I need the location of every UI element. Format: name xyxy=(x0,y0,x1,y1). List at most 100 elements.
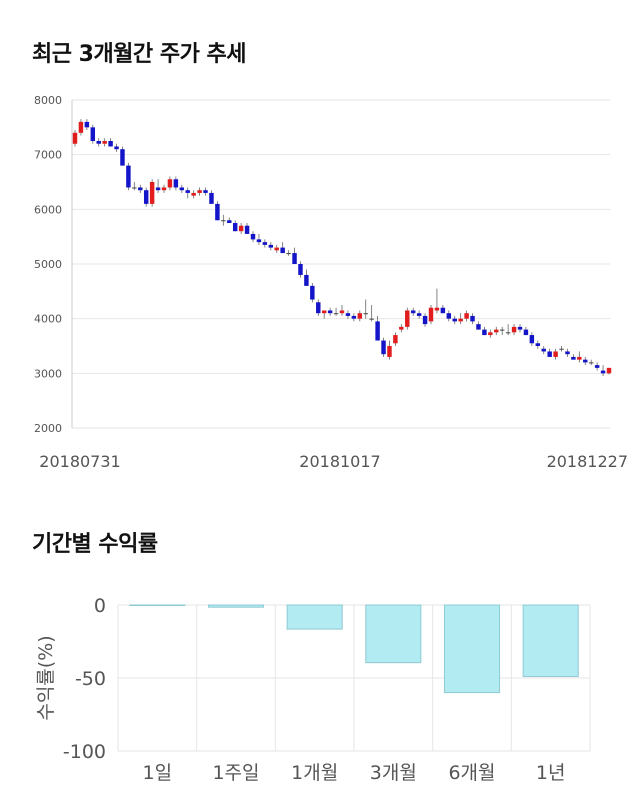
candle xyxy=(280,242,285,254)
candle xyxy=(268,242,274,251)
x-tick-label: 20181227 xyxy=(547,452,628,471)
candle xyxy=(161,184,167,193)
candle xyxy=(523,326,529,336)
candle xyxy=(351,313,357,322)
candle xyxy=(203,187,208,196)
candle xyxy=(446,310,452,322)
candle xyxy=(274,244,279,254)
candle xyxy=(84,119,90,131)
y-tick-label: -50 xyxy=(75,668,106,690)
candle xyxy=(90,124,96,144)
returns-chart-title: 기간별 수익률 xyxy=(32,532,158,557)
x-tick-label: 1일 xyxy=(143,762,173,784)
candle xyxy=(583,356,588,366)
candle xyxy=(227,217,232,223)
candle xyxy=(381,337,386,357)
candle xyxy=(209,190,214,204)
candle xyxy=(132,182,137,191)
candle xyxy=(126,162,131,191)
candle xyxy=(333,307,339,316)
candle xyxy=(452,315,457,325)
price-candlestick-chart: 8000 7000 6000 5000 4000 3000 2000 20180731 201… xyxy=(34,94,628,471)
candle xyxy=(256,233,262,245)
candle xyxy=(339,305,345,316)
candle xyxy=(494,326,499,336)
returns-chart-grid xyxy=(117,604,591,752)
candle xyxy=(345,310,351,319)
y-tick-label: 5000 xyxy=(34,258,62,271)
candle xyxy=(577,351,582,363)
y-tick-label: 7000 xyxy=(34,149,62,162)
y-tick-label: 8000 xyxy=(34,94,62,107)
candle xyxy=(440,305,446,314)
candle xyxy=(298,261,303,278)
returns-chart-x-tick-labels: 1일 1주일 1개월 3개월 6개월 1년 xyxy=(143,762,566,784)
candle xyxy=(588,359,594,366)
y-tick-label: -100 xyxy=(63,741,106,763)
y-tick-label: 0 xyxy=(94,595,106,617)
return-bar xyxy=(443,604,501,694)
candle xyxy=(244,223,250,234)
candle xyxy=(470,313,475,325)
candle xyxy=(399,324,404,333)
price-chart-candles xyxy=(72,119,612,377)
candle xyxy=(464,310,469,322)
candle xyxy=(316,299,321,316)
candle xyxy=(606,367,612,375)
candle xyxy=(138,184,143,193)
candle xyxy=(321,310,327,319)
candle xyxy=(173,176,179,191)
candle xyxy=(286,250,291,256)
candle xyxy=(185,187,190,199)
candle xyxy=(422,313,428,327)
candle xyxy=(221,214,226,226)
candle xyxy=(149,179,155,207)
candle xyxy=(232,220,238,232)
candle xyxy=(102,138,107,147)
price-chart-y-tick-labels: 8000 7000 6000 5000 4000 3000 2000 xyxy=(34,94,62,435)
candle xyxy=(559,346,564,352)
returns-chart-y-tick-labels: 0 -50 -100 xyxy=(63,595,106,763)
candle xyxy=(405,307,410,330)
candle xyxy=(600,365,606,377)
candle xyxy=(114,143,119,152)
return-bar xyxy=(207,604,265,608)
candle xyxy=(541,346,546,355)
x-tick-label: 1개월 xyxy=(291,762,338,784)
candle xyxy=(155,179,161,193)
candle xyxy=(416,310,422,319)
candle xyxy=(511,324,517,336)
candle xyxy=(78,119,84,136)
candle xyxy=(565,348,570,357)
candle xyxy=(393,332,398,346)
returns-chart-y-axis-label: 수익률(%) xyxy=(35,635,57,720)
return-bar xyxy=(129,604,186,606)
candle xyxy=(535,340,541,349)
y-tick-label: 4000 xyxy=(34,313,62,326)
y-tick-label: 3000 xyxy=(34,367,62,380)
candle xyxy=(553,348,558,360)
candle xyxy=(571,354,576,360)
y-tick-label: 2000 xyxy=(34,422,62,435)
candle xyxy=(488,329,493,338)
candle xyxy=(594,362,600,371)
return-bar xyxy=(365,604,422,664)
candle xyxy=(197,187,202,196)
candle xyxy=(357,310,363,322)
candle xyxy=(529,332,535,346)
candle xyxy=(143,187,149,207)
candle xyxy=(410,307,416,316)
candle xyxy=(517,324,523,333)
candle xyxy=(262,239,268,248)
candle xyxy=(505,324,511,336)
candle xyxy=(304,269,309,286)
candle xyxy=(108,138,113,147)
x-tick-label: 20180731 xyxy=(39,452,120,471)
candle xyxy=(375,315,380,341)
y-tick-label: 6000 xyxy=(34,203,62,216)
candle xyxy=(96,138,101,147)
x-tick-label: 3개월 xyxy=(370,762,417,784)
candle xyxy=(167,176,173,191)
return-bar xyxy=(286,604,343,630)
candle xyxy=(179,184,185,193)
